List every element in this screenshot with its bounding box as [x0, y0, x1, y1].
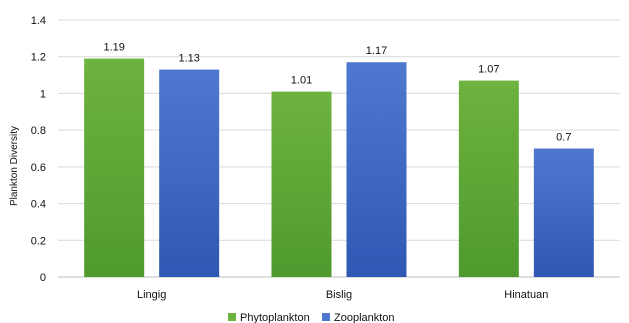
y-tick-label: 0: [40, 272, 46, 284]
y-axis-ticks: 0 0.2 0.4 0.6 0.8 1 1.2 1.4: [31, 15, 46, 284]
y-tick-label: 1.4: [31, 15, 46, 27]
bar-phytoplankton-bislig: [271, 91, 332, 277]
data-labels: 1.19 1.13 1.01 1.17 1.07 0.7: [103, 42, 571, 144]
x-axis-categories: Lingig Bislig Hinatuan: [137, 289, 548, 301]
bar-zooplankton-bislig: [346, 62, 407, 277]
bar-zooplankton-hinatuan: [533, 148, 594, 277]
data-label: 1.19: [103, 42, 124, 54]
y-tick-label: 0.6: [31, 162, 46, 174]
y-tick-label: 0.8: [31, 125, 46, 137]
gridlines: [58, 19, 620, 278]
legend-swatch-zooplankton: [322, 313, 330, 321]
legend-swatch-phytoplankton: [228, 313, 236, 321]
bar-phytoplankton-hinatuan: [458, 80, 519, 277]
legend-label-zooplankton: Zooplankton: [334, 312, 395, 323]
bars: [84, 58, 594, 277]
x-category-label: Hinatuan: [504, 289, 548, 301]
y-tick-label: 0.2: [31, 235, 46, 247]
legend-label-phytoplankton: Phytoplankton: [240, 312, 310, 323]
legend: Phytoplankton Zooplankton: [228, 312, 395, 323]
x-category-label: Bislig: [326, 289, 352, 301]
bar-phytoplankton-lingig: [84, 58, 145, 277]
data-label: 1.01: [291, 75, 312, 87]
y-tick-label: 1.2: [31, 52, 46, 64]
y-axis-label: Plankton Diversity: [9, 126, 20, 206]
data-label: 0.7: [556, 132, 571, 144]
y-tick-label: 1: [40, 88, 46, 100]
data-label: 1.17: [366, 45, 387, 57]
data-label: 1.13: [178, 53, 199, 65]
y-tick-label: 0.4: [31, 199, 46, 211]
bar-zooplankton-lingig: [159, 69, 220, 277]
data-label: 1.07: [478, 64, 499, 76]
x-category-label: Lingig: [137, 289, 166, 301]
